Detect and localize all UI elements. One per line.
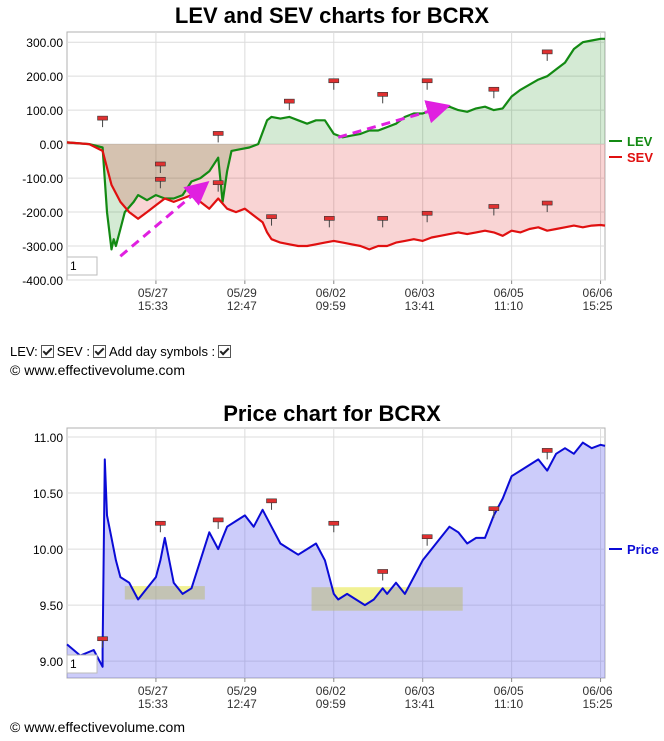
day-marker [284, 98, 295, 111]
highlight-zone [311, 587, 463, 611]
day-marker [541, 200, 553, 213]
annotation-arrow [337, 100, 451, 139]
sev-checkbox[interactable] [92, 345, 106, 358]
zoom-box[interactable]: 1 [66, 654, 98, 674]
day-marker [421, 534, 433, 546]
y-tick-label: 300.00 [26, 36, 63, 50]
day-marker [155, 176, 166, 189]
x-tick-date: 06/03 [405, 684, 435, 698]
y-tick-label: -400.00 [22, 274, 63, 288]
day-marker [266, 498, 277, 510]
day-marker [212, 180, 224, 192]
copyright-text: © www.effectivevolume.com [10, 362, 186, 378]
annotation-arrow [119, 181, 210, 258]
day-marker [421, 210, 433, 223]
sev-checkbox-label: SEV : [56, 344, 90, 359]
sev-area [67, 142, 605, 250]
lev-legend-label: LEV [627, 134, 653, 149]
plot-area [66, 31, 606, 281]
y-tick-label: 10.00 [33, 543, 63, 557]
day-marker [97, 115, 108, 128]
day-marker [488, 86, 500, 99]
day-marker [155, 520, 166, 533]
y-tick-label: 0.00 [40, 138, 64, 152]
x-tick-time: 12:47 [227, 697, 257, 711]
x-tick-date: 05/29 [227, 684, 257, 698]
y-tick-label: 11.00 [34, 431, 63, 445]
y-tick-label: -200.00 [22, 206, 63, 220]
price-area [67, 442, 605, 678]
day-marker [266, 214, 277, 226]
x-tick-time: 15:33 [138, 697, 168, 711]
y-tick-label: 100.00 [26, 104, 63, 118]
x-tick-time: 13:41 [405, 697, 435, 711]
x-tick-date: 06/05 [494, 286, 524, 300]
x-tick-date: 05/29 [227, 286, 257, 300]
chart-controls: LEV: SEV : Add day symbols : [10, 344, 234, 359]
day-marker [324, 216, 335, 228]
day-marker [421, 78, 433, 90]
x-tick-date: 05/27 [138, 286, 168, 300]
x-tick-time: 11:10 [494, 697, 523, 711]
sev-line [66, 141, 606, 251]
x-tick-date: 06/03 [405, 286, 435, 300]
day-symbols-checkbox[interactable] [218, 345, 232, 358]
x-tick-time: 15:33 [138, 299, 168, 313]
day-marker [377, 569, 388, 581]
day-marker [541, 49, 553, 61]
day-symbols-checkbox-label: Add day symbols : [108, 344, 216, 359]
day-marker [328, 520, 340, 533]
x-tick-time: 11:10 [494, 299, 523, 313]
svg-text:1: 1 [70, 657, 77, 671]
lev-area [67, 38, 605, 250]
x-tick-date: 06/06 [583, 684, 613, 698]
day-marker [212, 131, 224, 143]
day-marker [97, 636, 108, 648]
y-tick-label: 200.00 [26, 70, 63, 84]
y-tick-label: 10.50 [33, 487, 63, 501]
zoom-box[interactable]: 1 [66, 256, 98, 276]
price-chart-title: Price chart for BCRX [223, 401, 441, 426]
y-tick-label: -300.00 [22, 240, 63, 254]
lev-line [66, 37, 605, 251]
price-line [66, 441, 606, 668]
x-tick-date: 06/02 [316, 684, 346, 698]
y-tick-label: 9.50 [40, 599, 64, 613]
price-legend-label: Price [627, 542, 659, 557]
lev-checkbox[interactable] [40, 345, 54, 358]
lev-sev-chart-title: LEV and SEV charts for BCRX [174, 3, 490, 28]
x-tick-date: 05/27 [138, 684, 168, 698]
sev-legend-label: SEV [627, 150, 653, 165]
x-tick-time: 09:59 [316, 697, 346, 711]
copyright-text-bottom: © www.effectivevolume.com [10, 719, 186, 735]
day-marker [155, 161, 166, 173]
lev-checkbox-label: LEV: [10, 344, 38, 359]
x-tick-time: 12:47 [227, 299, 257, 313]
plot-area [66, 427, 606, 679]
y-tick-label: -100.00 [22, 172, 63, 186]
day-marker [377, 92, 388, 104]
day-marker [377, 216, 388, 228]
x-tick-date: 06/06 [583, 286, 613, 300]
x-tick-time: 15:25 [583, 299, 613, 313]
day-marker [212, 517, 224, 529]
day-marker [541, 448, 553, 460]
x-tick-date: 06/02 [316, 286, 346, 300]
day-marker [488, 506, 500, 518]
x-tick-time: 09:59 [316, 299, 346, 313]
y-tick-label: 9.00 [40, 655, 64, 669]
x-tick-time: 13:41 [405, 299, 435, 313]
day-marker [328, 78, 340, 90]
day-marker [488, 204, 500, 216]
svg-text:1: 1 [70, 259, 77, 273]
x-tick-date: 06/05 [494, 684, 524, 698]
x-tick-time: 15:25 [583, 697, 613, 711]
highlight-zone [124, 586, 205, 600]
